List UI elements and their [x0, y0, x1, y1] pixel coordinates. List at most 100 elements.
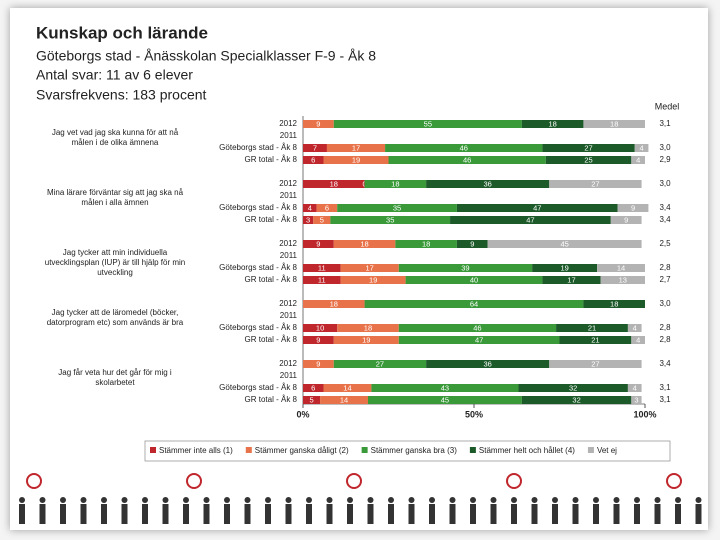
- medel-title: Medel: [655, 101, 680, 111]
- bar-segment: [631, 396, 642, 404]
- legend-label: Stämmer helt och hållet (4): [479, 446, 575, 455]
- bar-segment: [303, 120, 334, 128]
- subtitle: Svarsfrekvens: 183 procent: [36, 87, 207, 103]
- bar-segment: [388, 156, 546, 164]
- deco: [593, 504, 599, 524]
- deco: [470, 504, 476, 524]
- value-label: 3: [306, 215, 310, 224]
- deco: [490, 497, 497, 503]
- deco: [183, 504, 189, 524]
- value-label: 47: [533, 203, 541, 212]
- deco: [121, 504, 128, 524]
- deco: [654, 497, 661, 503]
- deco: [388, 497, 394, 503]
- value-label: 11: [318, 275, 326, 284]
- deco: [162, 497, 169, 503]
- medel-value: 3,1: [659, 383, 671, 392]
- deco: [511, 504, 517, 524]
- row-label: 2011: [280, 311, 298, 320]
- bar-segment: [303, 336, 334, 344]
- bar-segment: [583, 300, 645, 308]
- value-label: 18: [422, 239, 430, 248]
- value-label: 19: [560, 263, 568, 272]
- medel-value: 2,9: [659, 155, 671, 164]
- question-label: Jag tycker att min individuella utveckli…: [44, 248, 186, 277]
- value-label: 55: [424, 119, 432, 128]
- deco: [666, 473, 682, 489]
- bar-segment: [364, 300, 584, 308]
- bar-segment: [532, 264, 598, 272]
- deco: [19, 504, 25, 524]
- value-label: 14: [617, 263, 625, 272]
- deco: [552, 504, 558, 524]
- deco: [552, 497, 558, 503]
- value-label: 18: [330, 179, 338, 188]
- medel-value: 3,1: [659, 119, 671, 128]
- value-label: 19: [362, 335, 370, 344]
- deco: [654, 504, 661, 524]
- value-label: 32: [569, 383, 577, 392]
- value-label: 27: [591, 359, 599, 368]
- bar-segment: [627, 384, 642, 392]
- bar-segment: [330, 216, 451, 224]
- value-label: 46: [463, 155, 471, 164]
- deco: [326, 504, 333, 524]
- value-label: 9: [316, 119, 320, 128]
- value-label: 9: [470, 239, 474, 248]
- chart-title: Kunskap och lärande: [36, 23, 208, 42]
- medel-value: 3,0: [659, 299, 671, 308]
- deco: [224, 504, 230, 524]
- value-label: 25: [584, 155, 592, 164]
- value-label: 17: [352, 143, 360, 152]
- value-label: 4: [633, 323, 637, 332]
- deco: [244, 497, 251, 503]
- deco: [142, 497, 148, 503]
- value-label: 21: [591, 335, 599, 344]
- deco: [675, 497, 681, 503]
- row-label: Göteborgs stad - Åk 8: [219, 383, 297, 392]
- value-label: 6: [325, 203, 329, 212]
- value-label: 46: [473, 323, 481, 332]
- value-label: 27: [376, 359, 384, 368]
- deco: [511, 497, 517, 503]
- value-label: 9: [316, 239, 320, 248]
- value-label: 7: [313, 143, 317, 152]
- legend-swatch: [361, 447, 368, 453]
- question-label: Jag får veta hur det går för mig i skola…: [58, 368, 172, 387]
- deco: [593, 497, 599, 503]
- x-tick-label: 50%: [465, 409, 483, 419]
- deco: [347, 497, 353, 503]
- value-label: 35: [386, 215, 394, 224]
- bar-segment: [617, 204, 649, 212]
- bar-segment: [340, 264, 399, 272]
- deco: [408, 504, 415, 524]
- deco: [183, 497, 189, 503]
- bar-segment: [303, 264, 341, 272]
- medel-value: 2,8: [659, 263, 671, 272]
- row-label: Göteborgs stad - Åk 8: [219, 143, 297, 152]
- deco: [19, 497, 25, 503]
- bar-segment: [333, 360, 427, 368]
- bar-segment: [333, 240, 396, 248]
- row-label: 2011: [280, 251, 298, 260]
- deco: [613, 504, 620, 524]
- bar-segment: [398, 336, 560, 344]
- value-label: 18: [610, 299, 618, 308]
- bar-segment: [303, 384, 324, 392]
- bar-segment: [542, 276, 601, 284]
- bar-segment: [303, 216, 314, 224]
- value-label: 45: [560, 239, 568, 248]
- bar-segment: [518, 384, 628, 392]
- deco: [408, 497, 415, 503]
- value-label: 19: [352, 155, 360, 164]
- deco: [306, 504, 312, 524]
- value-label: 40: [470, 275, 478, 284]
- bar-segment: [303, 276, 341, 284]
- value-label: 18: [391, 179, 399, 188]
- bar-segment: [371, 384, 519, 392]
- subtitle: Antal svar: 11 av 6 elever: [36, 67, 193, 83]
- bar-segment: [627, 324, 642, 332]
- deco: [60, 497, 66, 503]
- bar-segment: [549, 360, 642, 368]
- legend-label: Stämmer inte alls (1): [159, 446, 233, 455]
